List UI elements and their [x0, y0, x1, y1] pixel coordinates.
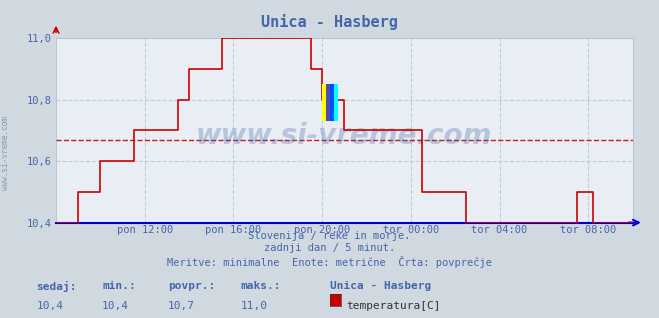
Text: 11,0: 11,0: [241, 301, 268, 310]
Text: temperatura[C]: temperatura[C]: [346, 301, 440, 310]
Text: zadnji dan / 5 minut.: zadnji dan / 5 minut.: [264, 243, 395, 253]
Text: 10,7: 10,7: [168, 301, 195, 310]
FancyBboxPatch shape: [322, 84, 330, 121]
FancyBboxPatch shape: [330, 84, 337, 121]
Text: Unica - Hasberg: Unica - Hasberg: [261, 14, 398, 30]
Text: www.si-vreme.com: www.si-vreme.com: [196, 122, 492, 150]
FancyBboxPatch shape: [326, 84, 334, 121]
Text: 10,4: 10,4: [36, 301, 63, 310]
Text: www.si-vreme.com: www.si-vreme.com: [1, 116, 10, 190]
Text: sedaj:: sedaj:: [36, 281, 76, 293]
Text: min.:: min.:: [102, 281, 136, 291]
Text: maks.:: maks.:: [241, 281, 281, 291]
Text: Unica - Hasberg: Unica - Hasberg: [330, 281, 431, 292]
Text: povpr.:: povpr.:: [168, 281, 215, 291]
Text: 10,4: 10,4: [102, 301, 129, 310]
Text: Slovenija / reke in morje.: Slovenija / reke in morje.: [248, 231, 411, 240]
Text: Meritve: minimalne  Enote: metrične  Črta: povprečje: Meritve: minimalne Enote: metrične Črta:…: [167, 256, 492, 268]
